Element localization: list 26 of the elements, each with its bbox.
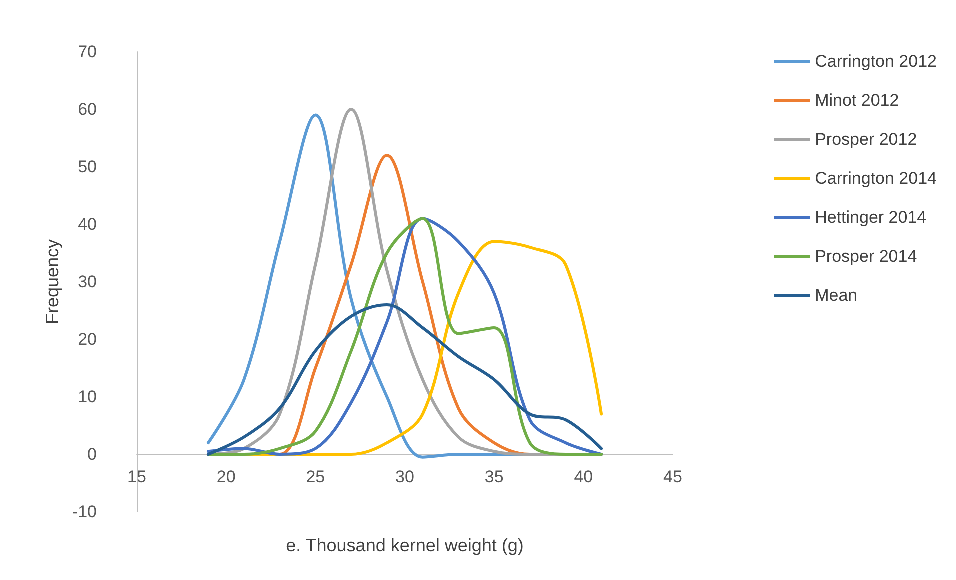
y-tick-label: 10 [78, 388, 97, 406]
legend-label: Minot 2012 [815, 91, 900, 110]
y-tick-label: 70 [78, 42, 97, 62]
x-tick-label: 35 [484, 468, 504, 486]
y-tick-label: 20 [78, 330, 97, 349]
y-tick-label: 30 [78, 272, 97, 292]
legend-label: Carrington 2012 [815, 52, 938, 71]
x-tick-label: 45 [664, 468, 682, 486]
x-tick-label: 25 [306, 468, 326, 486]
x-tick-label: 30 [396, 468, 414, 486]
x-tick-label: 20 [216, 468, 236, 486]
y-tick-label: 40 [78, 215, 97, 234]
legend-label: Mean [815, 286, 858, 305]
x-axis-title: e. Thousand kernel weight (g) [286, 536, 524, 556]
x-tick-label: 15 [128, 468, 146, 486]
x-tick-label: 40 [574, 468, 594, 486]
legend-label: Prosper 2014 [815, 247, 918, 266]
y-tick-label: -10 [72, 502, 97, 522]
y-tick-label: 60 [78, 100, 97, 119]
legend-label: Hettinger 2014 [815, 208, 927, 227]
legend-label: Carrington 2014 [815, 169, 938, 188]
legend-label: Prosper 2012 [815, 130, 918, 149]
y-tick-label: 0 [88, 445, 97, 464]
y-axis-title: Frequency [42, 239, 63, 325]
y-tick-label: 50 [78, 158, 97, 176]
line-series [206, 304, 604, 456]
